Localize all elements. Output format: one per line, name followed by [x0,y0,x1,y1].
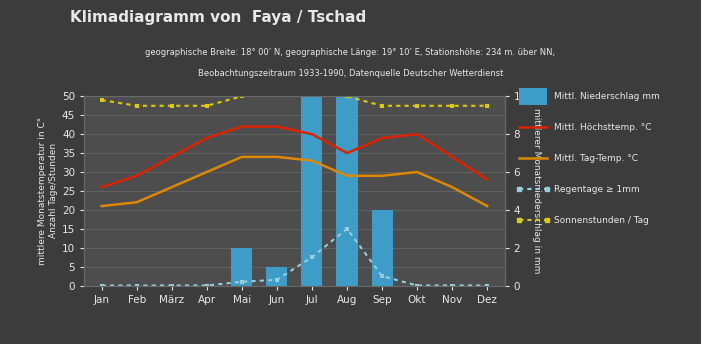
Text: Mittl. Höchsttemp. °C: Mittl. Höchsttemp. °C [554,123,651,132]
Text: Klimadiagramm von  Faya / Tschad: Klimadiagramm von Faya / Tschad [70,10,367,25]
Bar [336,0,358,286]
Y-axis label: mittlere Monatstemperatur in C°
Anzahl Tage/Stunden: mittlere Monatstemperatur in C° Anzahl T… [39,117,57,265]
Bar [301,2,322,286]
Text: Mittl. Tag-Temp. °C: Mittl. Tag-Temp. °C [554,154,638,163]
Bar [266,267,287,286]
Text: Beobachtungszeitraum 1933-1990, Datenquelle Deutscher Wetterdienst: Beobachtungszeitraum 1933-1990, Datenque… [198,69,503,78]
Bar [231,248,252,286]
Text: Sonnenstunden / Tag: Sonnenstunden / Tag [554,216,648,225]
Y-axis label: mittlerer Monatsniederschlag in mm: mittlerer Monatsniederschlag in mm [532,108,540,273]
Text: geographische Breite: 18° 00’ N, geographische Länge: 19° 10’ E, Stationshöhe: 2: geographische Breite: 18° 00’ N, geograp… [145,48,556,57]
Text: Regentage ≥ 1mm: Regentage ≥ 1mm [554,185,639,194]
Bar [372,210,393,286]
Text: Mittl. Niederschlag mm: Mittl. Niederschlag mm [554,92,660,101]
